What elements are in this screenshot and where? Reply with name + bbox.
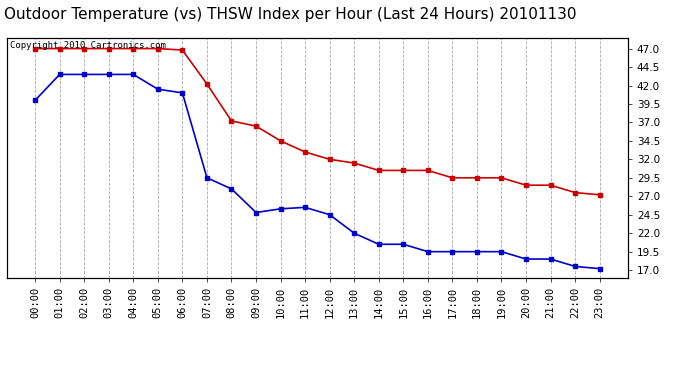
Text: Outdoor Temperature (vs) THSW Index per Hour (Last 24 Hours) 20101130: Outdoor Temperature (vs) THSW Index per … [3,8,576,22]
Text: Copyright 2010 Cartronics.com: Copyright 2010 Cartronics.com [10,41,166,50]
